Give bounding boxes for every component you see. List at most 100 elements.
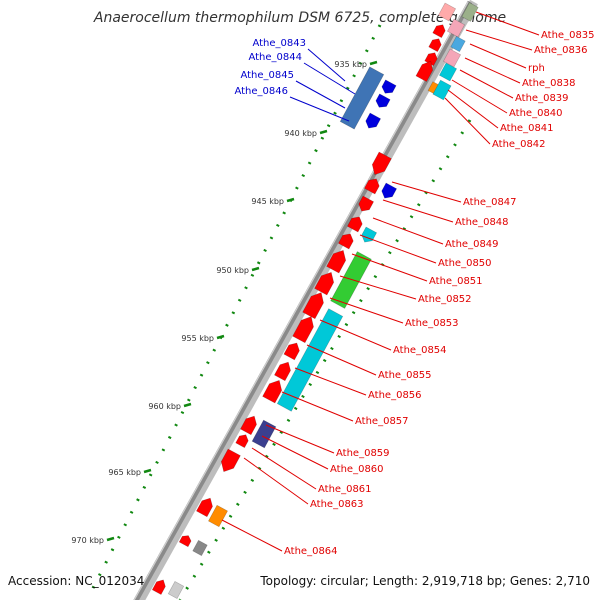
gene-arrow xyxy=(415,60,434,83)
label-leader xyxy=(281,391,354,422)
label-leader xyxy=(265,424,335,454)
label-leader xyxy=(329,297,404,324)
gene-arrow xyxy=(358,195,375,212)
tick-mark xyxy=(286,197,295,203)
backbone-highlight xyxy=(133,1,469,600)
gene-block xyxy=(438,62,458,82)
tick-label: 955 kbp xyxy=(181,334,214,343)
gene-arrow xyxy=(371,151,392,176)
gene-arrow xyxy=(432,24,446,39)
gene-label-left: Athe_0846 xyxy=(234,86,288,97)
outer-dotted-track xyxy=(178,119,472,600)
gene-arrow xyxy=(346,216,363,233)
tick-label: 945 kbp xyxy=(251,197,284,206)
gene-label-right: Athe_0852 xyxy=(418,294,472,305)
label-leader xyxy=(351,253,428,282)
label-leader xyxy=(391,181,462,203)
gene-arrow xyxy=(274,361,291,382)
gene-label-left: Athe_0843 xyxy=(252,38,306,49)
gene-block xyxy=(442,48,462,68)
gene-label-left: Athe_0844 xyxy=(248,52,302,63)
gene-arrow xyxy=(196,497,213,518)
label-leader xyxy=(464,57,521,84)
gene-arrow xyxy=(363,178,380,195)
label-leader xyxy=(251,447,317,490)
label-leader xyxy=(261,435,329,470)
gene-block xyxy=(276,308,344,412)
gene-label-right: Athe_0864 xyxy=(284,546,338,557)
label-leader xyxy=(447,89,499,129)
gene-arrow xyxy=(302,292,324,320)
label-leader xyxy=(303,62,356,95)
gene-block xyxy=(339,66,385,130)
label-leader xyxy=(359,234,437,264)
label-leader xyxy=(306,344,377,376)
gene-block xyxy=(450,35,466,53)
gene-label-right: Athe_0842 xyxy=(492,139,546,150)
backbone-line xyxy=(133,0,473,600)
gene-arrow xyxy=(365,112,382,129)
gene-label-right: Athe_0853 xyxy=(405,318,459,329)
label-leader xyxy=(243,457,309,505)
gene-block xyxy=(446,18,466,38)
backbone-shadow xyxy=(135,0,478,600)
label-leader xyxy=(289,96,350,122)
gene-label-right: Athe_0835 xyxy=(541,30,595,41)
gene-label-right: Athe_0838 xyxy=(522,78,576,89)
gene-label-right: Athe_0841 xyxy=(500,123,554,134)
tick-mark xyxy=(106,536,115,542)
label-leader xyxy=(295,80,346,109)
gene-label-left: Athe_0845 xyxy=(240,70,294,81)
gene-label-right: Athe_0861 xyxy=(318,484,372,495)
gene-arrow xyxy=(235,434,249,449)
gene-label-right: Athe_0856 xyxy=(368,390,422,401)
gene-block xyxy=(461,2,479,22)
gene-arrow xyxy=(326,249,347,274)
tick-label: 950 kbp xyxy=(216,266,249,275)
tick-mark xyxy=(319,129,328,135)
label-leader xyxy=(307,48,346,82)
label-leader xyxy=(382,199,454,223)
gene-label-right: Athe_0857 xyxy=(355,416,409,427)
gene-arrow xyxy=(314,271,335,296)
label-leader xyxy=(475,11,540,36)
gene-label-right: Athe_0860 xyxy=(330,464,384,475)
gene-block xyxy=(432,79,452,101)
gene-block xyxy=(437,2,457,22)
gene-label-right: Athe_0859 xyxy=(336,448,390,459)
gene-label-right: Athe_0851 xyxy=(429,276,483,287)
gene-block xyxy=(330,251,372,309)
label-leader xyxy=(372,217,444,245)
tick-mark xyxy=(369,60,378,66)
gene-block xyxy=(208,504,228,528)
gene-arrow xyxy=(381,182,398,199)
gene-label-right: Athe_0849 xyxy=(445,239,499,250)
label-leader xyxy=(221,519,283,552)
tick-label: 940 kbp xyxy=(284,129,317,138)
label-leader xyxy=(459,69,514,99)
tick-label: 970 kbp xyxy=(71,536,104,545)
gene-label-right: Athe_0836 xyxy=(534,45,588,56)
gene-arrow xyxy=(220,448,241,473)
gene-block xyxy=(167,581,185,599)
label-leader xyxy=(451,79,508,114)
gene-arrow xyxy=(292,316,314,344)
gene-arrow xyxy=(337,233,354,250)
gene-label-right: Athe_0855 xyxy=(378,370,432,381)
tick-label: 935 kbp xyxy=(334,60,367,69)
tick-mark xyxy=(251,266,260,272)
gene-arrow xyxy=(428,38,442,53)
gene-label-right: Athe_0847 xyxy=(463,197,517,208)
gene-label-right: Athe_0850 xyxy=(438,258,492,269)
tick-label: 960 kbp xyxy=(148,402,181,411)
gene-label-right: Athe_0840 xyxy=(509,108,563,119)
label-leader xyxy=(319,319,392,351)
gene-arrow xyxy=(262,379,283,404)
gene-label-right: Athe_0848 xyxy=(455,217,509,228)
label-leader xyxy=(294,367,367,396)
gene-arrow xyxy=(151,579,166,595)
label-leader xyxy=(444,97,491,145)
gene-label-right: Athe_0863 xyxy=(310,499,364,510)
